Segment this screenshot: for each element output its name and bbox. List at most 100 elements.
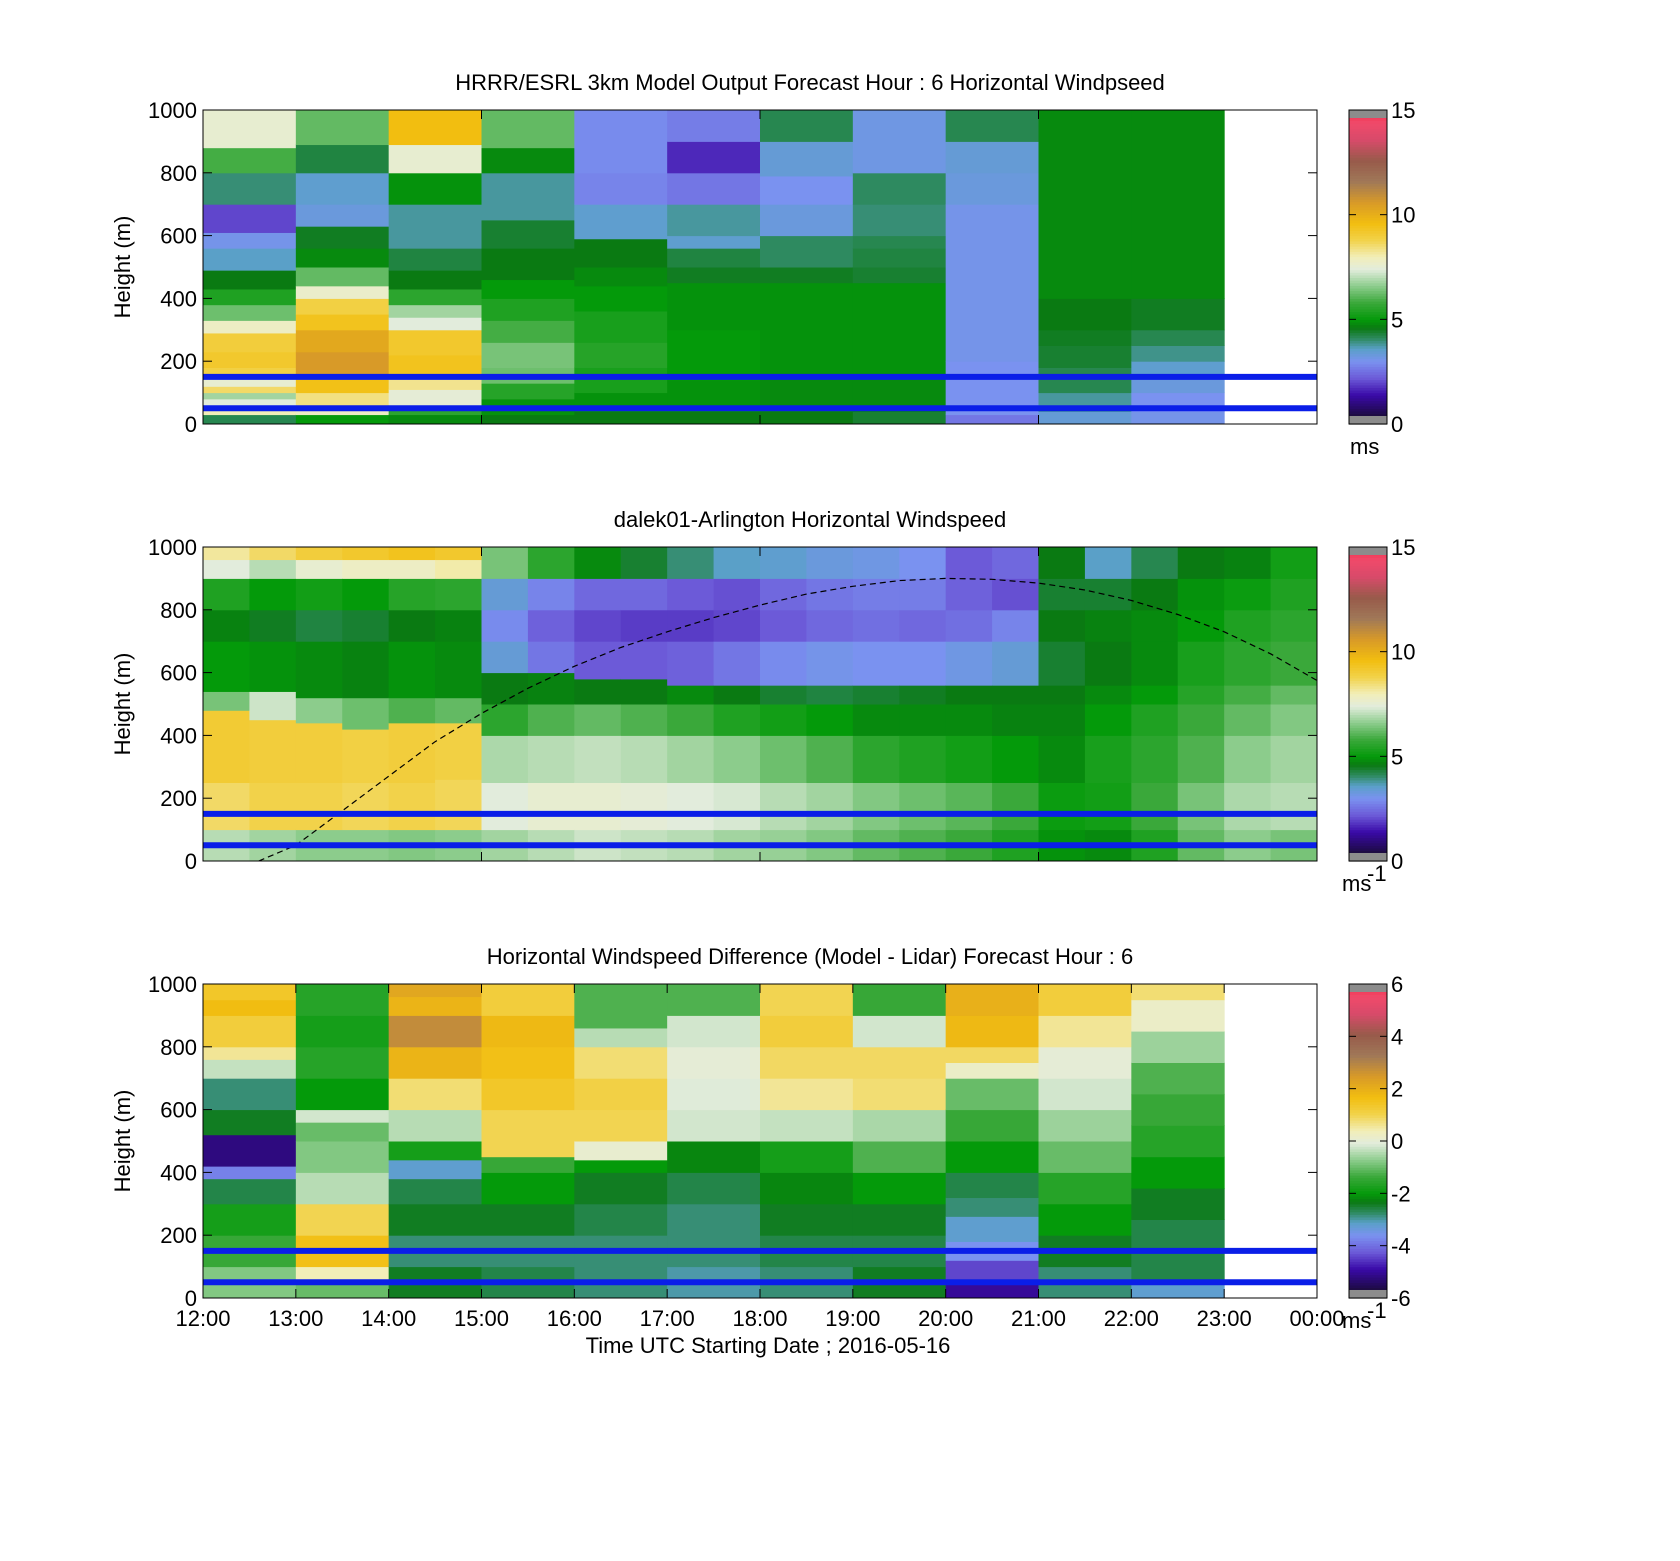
colorbar-segment bbox=[1349, 387, 1387, 391]
colorbar-segment bbox=[1349, 374, 1387, 378]
heatmap-cell bbox=[1177, 641, 1225, 686]
colorbar: 0 5 10 15 ms bbox=[1348, 98, 1415, 459]
heatmap-cell bbox=[527, 609, 575, 642]
heatmap-cell bbox=[388, 1178, 482, 1205]
heatmap-cell bbox=[295, 392, 390, 406]
heatmap-cell bbox=[249, 641, 297, 692]
colorbar-segment bbox=[1349, 185, 1387, 190]
heatmap-cell bbox=[481, 735, 529, 783]
heatmap-cell bbox=[342, 578, 390, 611]
heatmap-cell bbox=[249, 782, 297, 831]
colorbar-segment bbox=[1349, 1065, 1387, 1069]
colorbar-segment bbox=[1349, 256, 1387, 260]
colorbar-segment bbox=[1349, 1023, 1387, 1027]
heatmap-cell bbox=[1038, 367, 1132, 394]
heatmap-cell bbox=[203, 147, 297, 174]
colorbar-segment bbox=[1349, 157, 1387, 161]
x-tick-label: 19:00 bbox=[825, 1306, 880, 1331]
heatmap-cell bbox=[574, 609, 622, 642]
heatmap-cell bbox=[945, 1109, 1039, 1142]
heatmap-cell bbox=[760, 204, 854, 237]
heatmap-cell bbox=[574, 238, 668, 268]
heatmap-cell bbox=[388, 996, 482, 1016]
x-tick-label: 12:00 bbox=[175, 1306, 230, 1331]
heatmap-cell bbox=[1038, 984, 1132, 1016]
heatmap-cell bbox=[806, 685, 854, 705]
colorbar-segment bbox=[1349, 306, 1387, 310]
colorbar-tick-label: 10 bbox=[1391, 203, 1415, 228]
colorbar-segment bbox=[1349, 348, 1387, 352]
heatmap-cell bbox=[806, 704, 854, 736]
colorbar-segment bbox=[1349, 1099, 1387, 1103]
colorbar-segment bbox=[1349, 1195, 1387, 1200]
heatmap-cell bbox=[342, 697, 390, 730]
colorbar-tick-label: -2 bbox=[1391, 1181, 1411, 1206]
heatmap-cell bbox=[295, 1203, 390, 1236]
heatmap-cell bbox=[249, 578, 297, 611]
colorbar-segment bbox=[1349, 188, 1387, 192]
heatmap-cell bbox=[1131, 1156, 1225, 1189]
heatmap-cell bbox=[1270, 782, 1318, 831]
heatmap-cell bbox=[388, 414, 482, 425]
heatmap-cell bbox=[295, 1141, 390, 1173]
heatmap-cell bbox=[667, 609, 715, 642]
panel-difference: Horizontal Windspeed Difference (Model -… bbox=[110, 944, 1411, 1358]
heatmap-cell bbox=[295, 329, 390, 353]
y-tick-label: 400 bbox=[160, 286, 197, 311]
colorbar-segment bbox=[1349, 410, 1387, 415]
colorbar-segment bbox=[1349, 162, 1387, 166]
panel-model-windspeed: HRRR/ESRL 3km Model Output Forecast Hour… bbox=[110, 70, 1415, 459]
heatmap-cell bbox=[945, 1046, 1039, 1063]
colorbar-segment bbox=[1349, 1036, 1387, 1040]
heatmap-cell bbox=[203, 392, 297, 400]
colorbar-segment bbox=[1349, 753, 1387, 757]
colorbar-segment bbox=[1349, 779, 1387, 784]
colorbar-segment bbox=[1349, 1049, 1387, 1053]
heatmap-cell bbox=[388, 1015, 482, 1048]
colorbar-segment bbox=[1349, 607, 1387, 611]
colorbar-segment bbox=[1349, 685, 1387, 689]
colorbar-segment bbox=[1349, 596, 1387, 600]
colorbar-segment bbox=[1349, 1012, 1387, 1016]
heatmap-cell bbox=[1177, 685, 1225, 705]
heatmap-cell bbox=[435, 722, 482, 780]
heatmap-cell bbox=[1038, 704, 1086, 736]
colorbar-segment bbox=[1349, 688, 1387, 692]
heatmap-cell bbox=[1131, 609, 1179, 642]
colorbar-segment bbox=[1349, 1284, 1387, 1289]
heatmap-cell bbox=[295, 559, 343, 579]
y-tick-label: 800 bbox=[160, 598, 197, 623]
heatmap-cell bbox=[852, 609, 900, 642]
heatmap-cell bbox=[992, 547, 1039, 579]
colorbar-segment bbox=[1349, 792, 1387, 797]
heatmap-cell bbox=[667, 172, 761, 205]
colorbar-segment bbox=[1349, 191, 1387, 195]
heatmap-cell bbox=[1131, 110, 1225, 299]
heatmap-cell bbox=[1131, 376, 1225, 394]
heatmap-cell bbox=[1131, 704, 1179, 736]
heatmap-cell bbox=[852, 235, 947, 249]
colorbar-tick-label: 4 bbox=[1391, 1024, 1403, 1049]
heatmap-cell bbox=[806, 782, 854, 831]
colorbar-cap-bottom bbox=[1349, 416, 1387, 424]
heatmap-cell bbox=[620, 678, 668, 705]
colorbar-segment bbox=[1349, 405, 1387, 409]
heatmap-cell bbox=[806, 578, 854, 611]
colorbar-segment bbox=[1349, 164, 1387, 169]
heatmap-cell bbox=[1131, 984, 1225, 1001]
colorbar-segment bbox=[1349, 1148, 1387, 1153]
colorbar-segment bbox=[1349, 350, 1387, 354]
colorbar-segment bbox=[1349, 371, 1387, 375]
heatmap-cell bbox=[435, 641, 482, 699]
colorbar-segment bbox=[1349, 1109, 1387, 1113]
heatmap-cell bbox=[1224, 578, 1272, 611]
heatmap-cell bbox=[1270, 641, 1318, 686]
heatmap-cell bbox=[203, 1178, 297, 1205]
heatmap-cell bbox=[667, 141, 761, 174]
colorbar-segment bbox=[1349, 1146, 1387, 1150]
heatmap-cell bbox=[342, 609, 390, 642]
heatmap-cell bbox=[527, 578, 575, 611]
colorbar-segment bbox=[1349, 1080, 1387, 1085]
colorbar-segment bbox=[1349, 562, 1387, 566]
colorbar-segment bbox=[1349, 1072, 1387, 1077]
